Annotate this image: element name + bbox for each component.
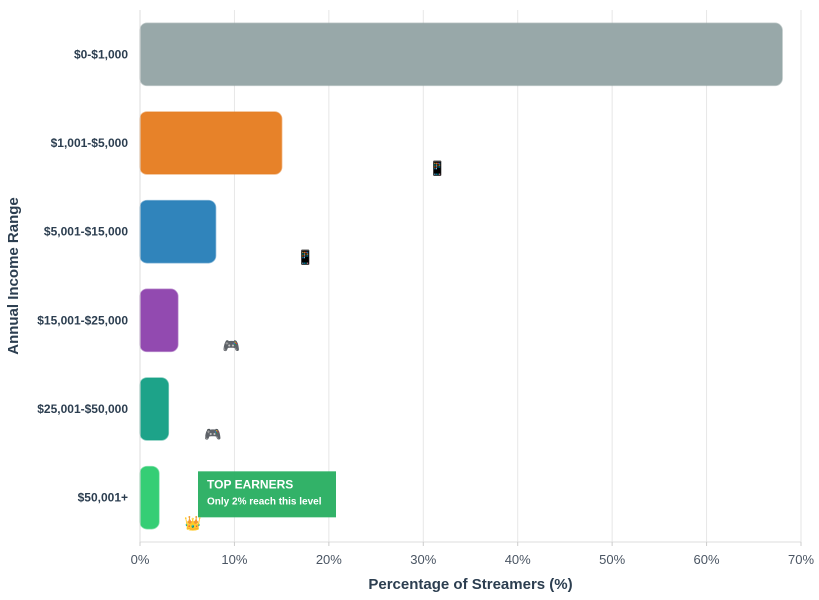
phone-icon: 📱 <box>297 249 314 266</box>
gamepad-icon: 🎮 <box>204 426 221 442</box>
y-tick-label: $15,001-$25,000 <box>37 313 128 327</box>
y-tick-label: $0-$1,000 <box>74 47 128 61</box>
grid-lines <box>140 10 802 543</box>
annotation-title: TOP EARNERS <box>207 477 293 491</box>
bar <box>139 111 283 175</box>
bar <box>139 465 160 530</box>
y-tick-label: $25,001-$50,000 <box>37 402 128 416</box>
y-tick-label: $50,001+ <box>78 491 128 505</box>
annotation-box <box>198 471 336 518</box>
icons-layer: 📱 📱 🎮 🎮 👑 <box>184 160 446 532</box>
gamepad-icon: 🎮 <box>223 338 240 354</box>
y-tick-label: $5,001-$15,000 <box>44 225 128 239</box>
x-axis-title: Percentage of Streamers (%) <box>368 576 572 593</box>
x-tick-label: 0% <box>131 552 150 567</box>
y-axis-ticks: $0-$1,000 $1,001-$5,000 $5,001-$15,000 $15,… <box>37 47 128 504</box>
crown-icon: 👑 <box>184 515 201 532</box>
bar <box>139 377 170 441</box>
x-tick-label: 50% <box>599 552 625 567</box>
y-axis-title: Annual Income Range <box>5 197 22 355</box>
annotation-subtitle: Only 2% reach this level <box>207 496 322 507</box>
x-tick-label: 70% <box>788 552 814 567</box>
bar <box>139 199 217 264</box>
phone-icon: 📱 <box>429 160 446 177</box>
x-tick-label: 60% <box>694 552 720 567</box>
x-tick-label: 10% <box>221 552 247 567</box>
y-tick-label: $1,001-$5,000 <box>51 136 129 150</box>
bar <box>139 288 179 353</box>
x-tick-label: 40% <box>505 552 531 567</box>
x-axis-ticks: 0% 10% 20% 30% 40% 50% 60% 70% <box>131 542 814 567</box>
x-tick-label: 20% <box>316 552 342 567</box>
bars <box>139 22 783 530</box>
top-earners-annotation: TOP EARNERS Only 2% reach this level <box>198 471 336 518</box>
x-tick-label: 30% <box>410 552 436 567</box>
bar <box>139 22 783 87</box>
